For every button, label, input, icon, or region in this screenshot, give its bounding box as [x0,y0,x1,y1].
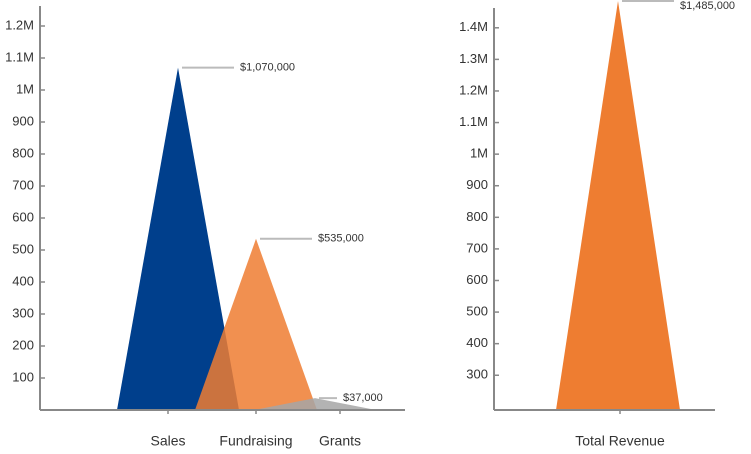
triangle [195,238,317,410]
y-tick-label: 500 [466,304,488,319]
x-tick-label: Total Revenue [575,433,665,449]
y-tick-label: 900 [12,113,34,128]
y-tick-label: 200 [12,337,34,352]
y-tick-label: 1.4M [459,19,488,34]
y-tick-label: 1M [470,146,488,161]
data-label: $1,485,000 [680,0,735,12]
y-tick-label: 300 [466,367,488,382]
y-tick-label: 900 [466,177,488,192]
x-tick-label: Sales [150,433,185,449]
data-label: $535,000 [318,233,364,245]
y-tick-label: 500 [12,241,34,256]
triangle [556,0,680,410]
y-tick-label: 100 [12,369,34,384]
y-tick-label: 1.2M [459,82,488,97]
y-tick-label: 800 [12,145,34,160]
x-tick-label: Fundraising [219,433,292,449]
y-tick-label: 1.1M [459,114,488,129]
y-tick-label: 1.1M [5,49,34,64]
data-label: $37,000 [343,392,383,404]
y-tick-label: 1M [16,81,34,96]
triangle [117,67,239,410]
y-tick-label: 1.3M [459,51,488,66]
y-tick-label: 400 [12,273,34,288]
y-tick-label: 700 [466,240,488,255]
y-tick-label: 400 [466,335,488,350]
y-tick-label: 600 [466,272,488,287]
y-tick-label: 300 [12,305,34,320]
data-label: $1,070,000 [240,62,295,74]
y-tick-label: 700 [12,177,34,192]
y-tick-label: 800 [466,209,488,224]
triangle [254,398,376,410]
y-tick-label: 1.2M [5,17,34,32]
y-tick-label: 600 [12,209,34,224]
x-tick-label: Grants [319,433,361,449]
